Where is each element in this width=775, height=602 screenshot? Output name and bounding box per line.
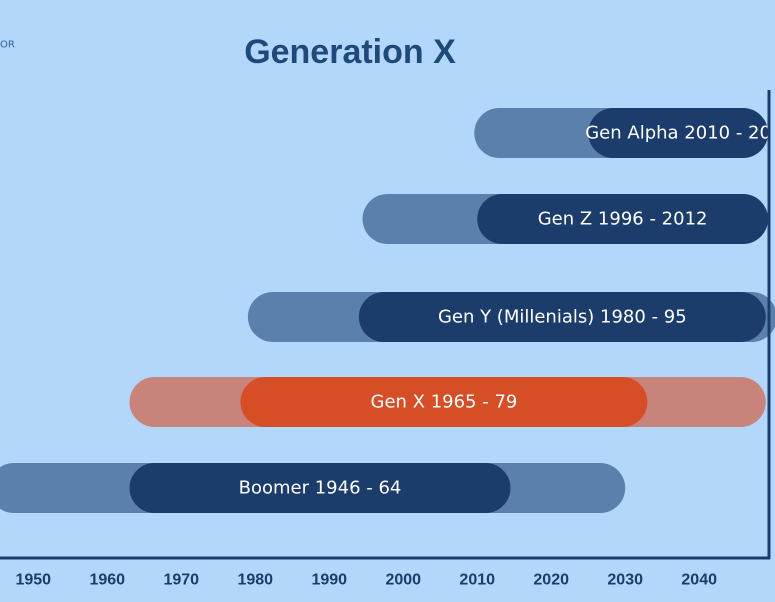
bars: Gen Alpha 2010 - 20 Gen Z 1996 - 2012 Gen …	[0, 108, 775, 513]
bar-label: Gen Y (Millenials) 1980 - 95	[438, 307, 687, 328]
bar-label: Gen Z 1996 - 2012	[538, 209, 708, 230]
inner-bar	[129, 463, 511, 513]
bar-label: Gen X 1965 - 79	[371, 392, 518, 413]
inner-bar	[358, 292, 766, 342]
bar-label: Boomer 1946 - 64	[239, 478, 402, 499]
x-tick-label: 1960	[89, 572, 125, 589]
x-tick-label: 1990	[311, 572, 347, 589]
ticks: 1950 1960 1970 1980 1990 2000 2010 2020 2030 2040	[15, 572, 717, 589]
x-tick-label: 2030	[607, 572, 643, 589]
x-tick-label: 1950	[15, 572, 51, 589]
inner-bar	[477, 194, 768, 244]
x-tick-label: 2000	[385, 572, 421, 589]
bar-label: Gen Alpha 2010 - 20	[585, 123, 771, 144]
inner-bar	[588, 108, 768, 158]
corner-text: OR	[0, 40, 15, 51]
x-tick-label: 2020	[533, 572, 569, 589]
x-tick-label: 2010	[459, 572, 495, 589]
x-tick-label: 1980	[237, 572, 273, 589]
x-tick-label: 2040	[681, 572, 717, 589]
inner-bar	[240, 377, 648, 427]
chart-title: Generation X	[244, 33, 456, 71]
x-tick-label: 1970	[163, 572, 199, 589]
